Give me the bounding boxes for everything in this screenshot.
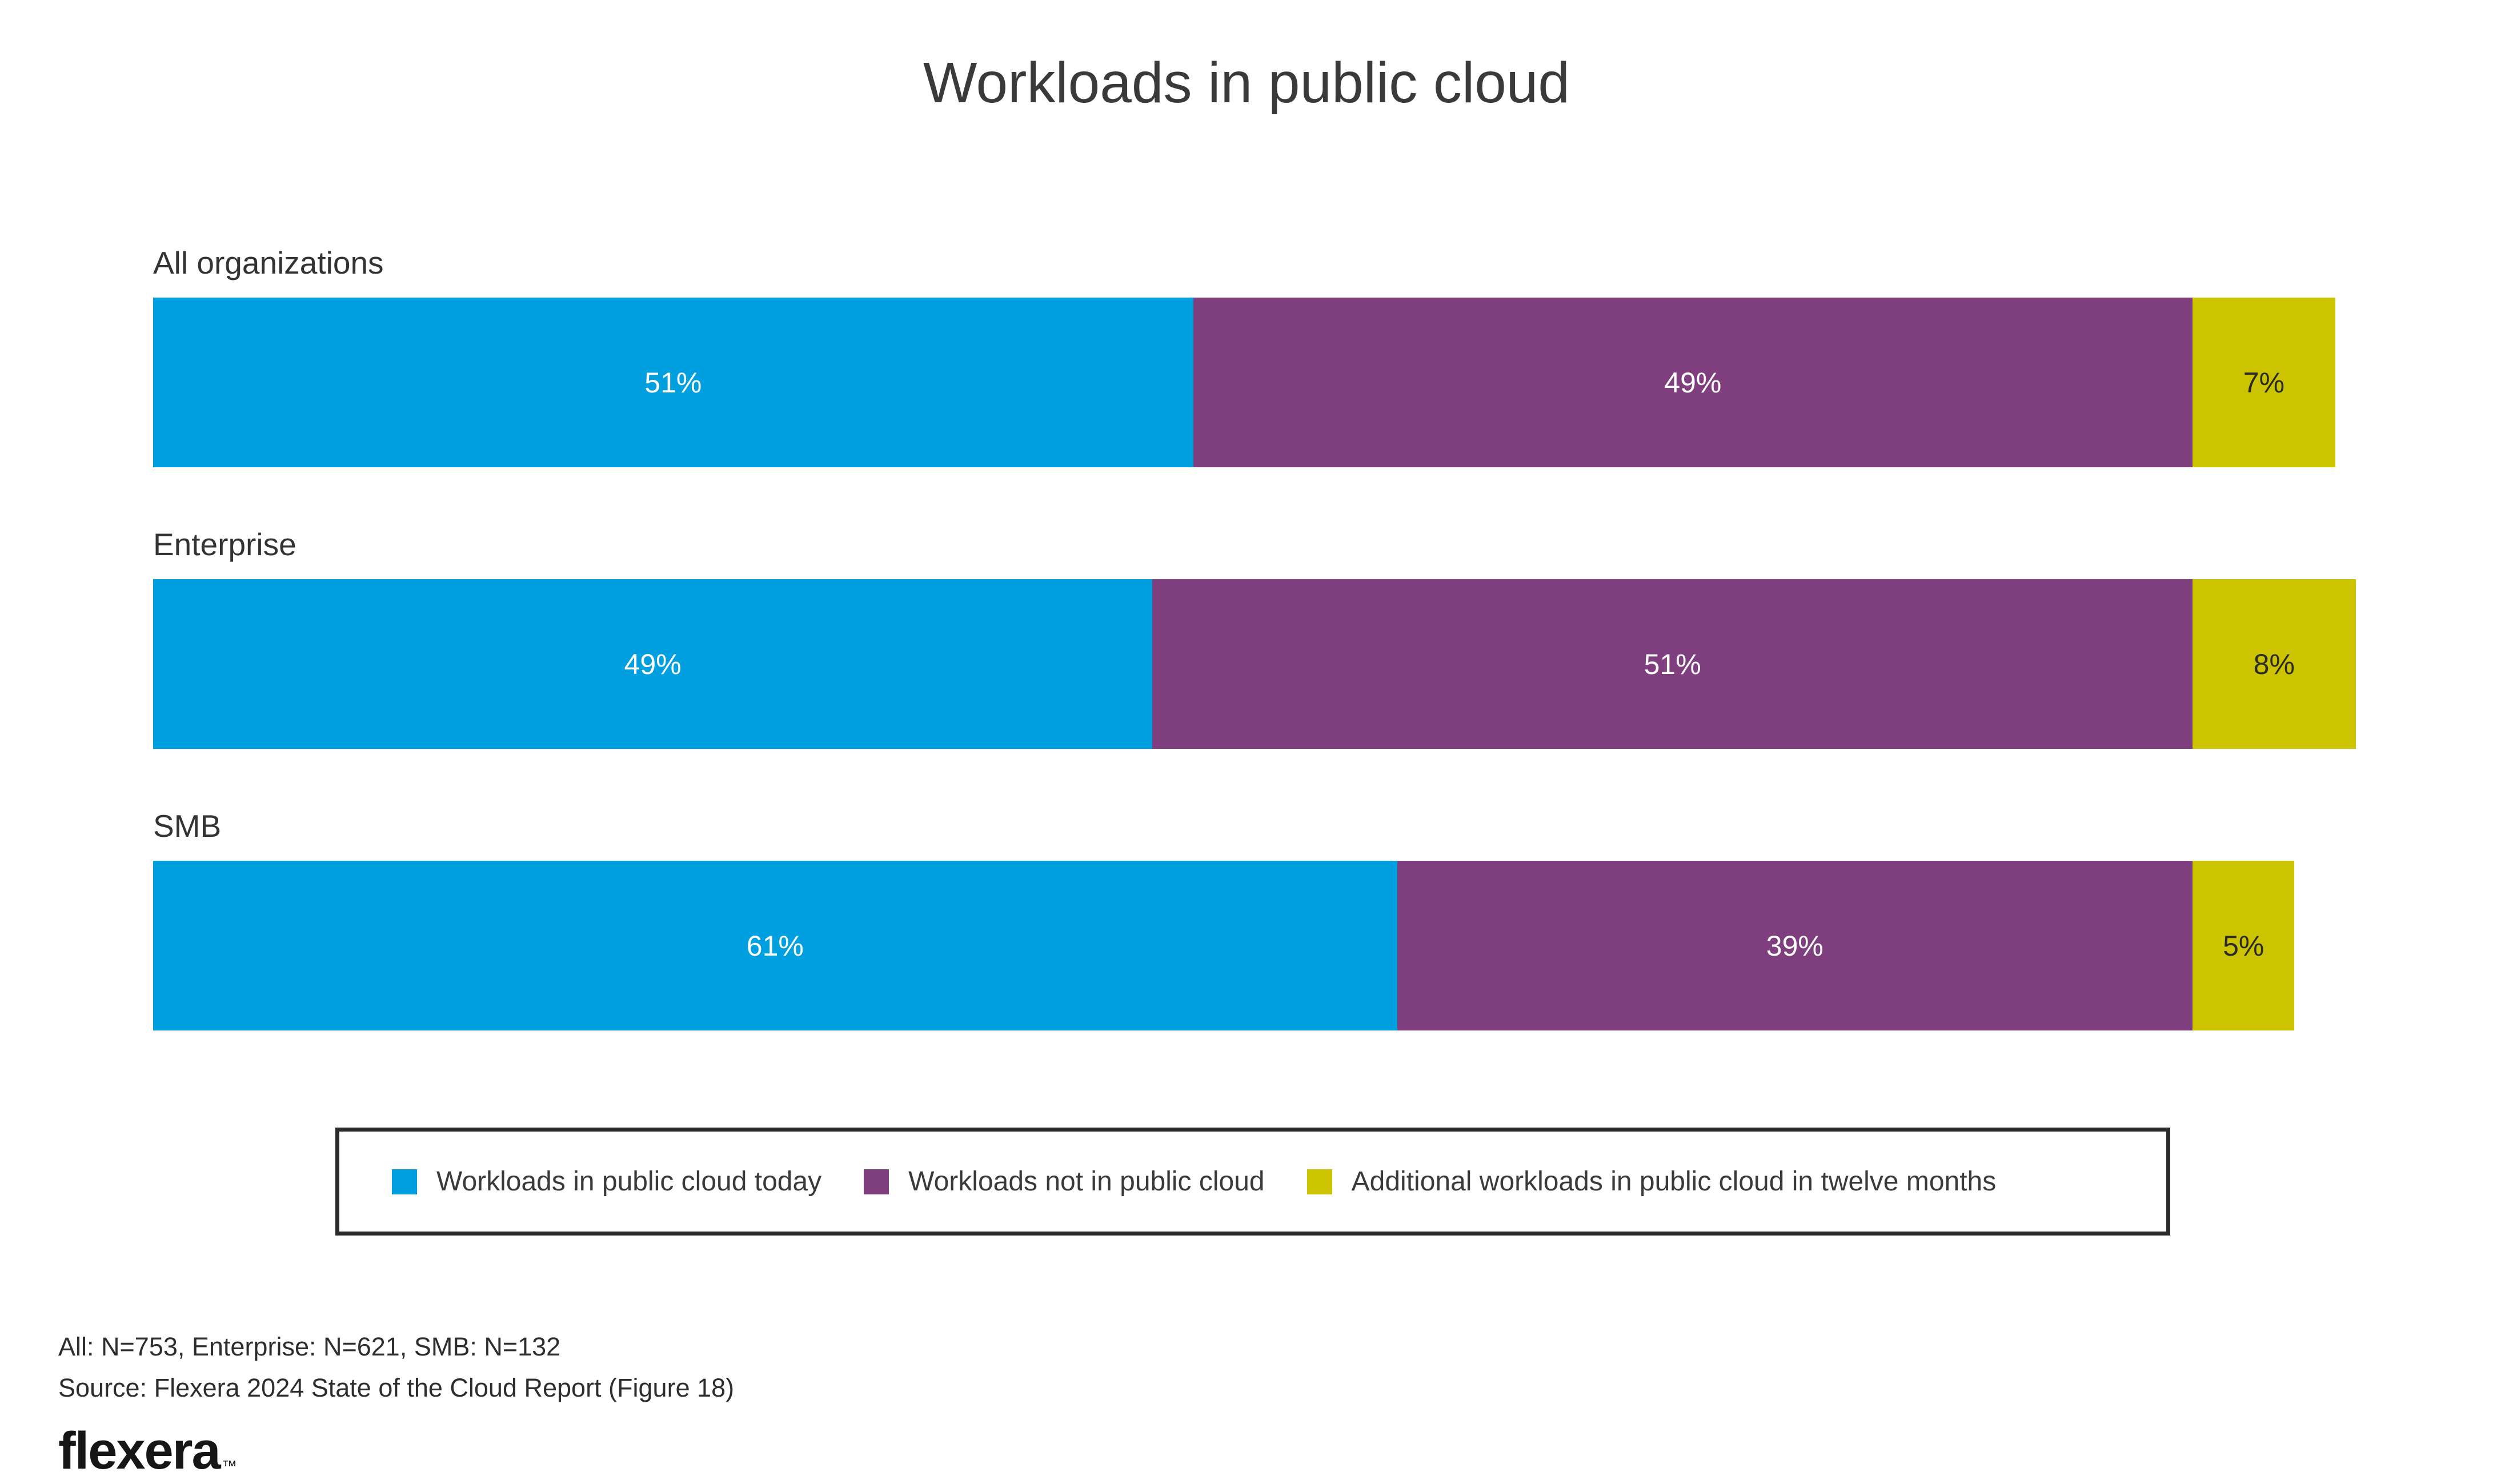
footer: All: N=753, Enterprise: N=621, SMB: N=13… — [58, 1326, 734, 1481]
stacked-bar: 49% 51% 8% — [153, 579, 2381, 749]
legend: Workloads in public cloud today Workloads… — [335, 1128, 2170, 1236]
bar-segment: 5% — [2192, 861, 2295, 1030]
sample-note: All: N=753, Enterprise: N=621, SMB: N=13… — [58, 1332, 561, 1361]
flexera-logo-text: flexera — [58, 1422, 221, 1480]
chart-title: Workloads in public cloud — [923, 51, 1570, 115]
bar-value-label: 49% — [1664, 366, 1722, 399]
bar-segment: 51% — [153, 298, 1193, 467]
bar-segment: 61% — [153, 861, 1397, 1030]
bar-rows: All organizations 51% 49% 7% Enterprise 49% 51… — [153, 243, 2381, 1088]
row-label: All organizations — [153, 245, 384, 280]
legend-item: Workloads not in public cloud — [864, 1166, 1265, 1197]
stacked-bar: 51% 49% 7% — [153, 298, 2381, 467]
flexera-logo: flexera ™ — [58, 1421, 734, 1481]
legend-swatch — [1306, 1169, 1332, 1194]
bar-row: All organizations 51% 49% 7% — [153, 243, 2381, 467]
bar-row: SMB 61% 39% 5% — [153, 806, 2381, 1030]
bar-value-label: 61% — [746, 929, 804, 962]
legend-item: Additional workloads in public cloud in … — [1306, 1166, 1997, 1197]
bar-value-label: 5% — [2223, 929, 2264, 962]
bar-segment: 39% — [1397, 861, 2193, 1030]
trademark-icon: ™ — [222, 1457, 237, 1474]
bar-value-label: 49% — [624, 648, 682, 680]
bar-value-label: 8% — [2253, 648, 2295, 680]
bar-segment: 51% — [1152, 579, 2193, 749]
legend-label: Workloads not in public cloud — [908, 1166, 1265, 1197]
legend-label: Workloads in public cloud today — [436, 1166, 822, 1197]
source-note: Source: Flexera 2024 State of the Cloud … — [58, 1373, 735, 1402]
bar-segment: 49% — [1193, 298, 2193, 467]
bar-value-label: 39% — [1766, 929, 1823, 962]
row-label: SMB — [153, 808, 222, 844]
bar-value-label: 7% — [2243, 366, 2285, 399]
stacked-bar: 61% 39% 5% — [153, 861, 2381, 1030]
bar-row: Enterprise 49% 51% 8% — [153, 524, 2381, 749]
legend-swatch — [392, 1169, 417, 1194]
legend-item: Workloads in public cloud today — [392, 1166, 821, 1197]
bar-segment: 49% — [153, 579, 1153, 749]
bar-segment: 7% — [2192, 298, 2335, 467]
bar-value-label: 51% — [1644, 648, 1701, 680]
legend-label: Additional workloads in public cloud in … — [1351, 1166, 1997, 1197]
bar-segment: 8% — [2192, 579, 2356, 749]
row-label: Enterprise — [153, 527, 296, 562]
bar-value-label: 51% — [644, 366, 702, 399]
legend-swatch — [864, 1169, 889, 1194]
